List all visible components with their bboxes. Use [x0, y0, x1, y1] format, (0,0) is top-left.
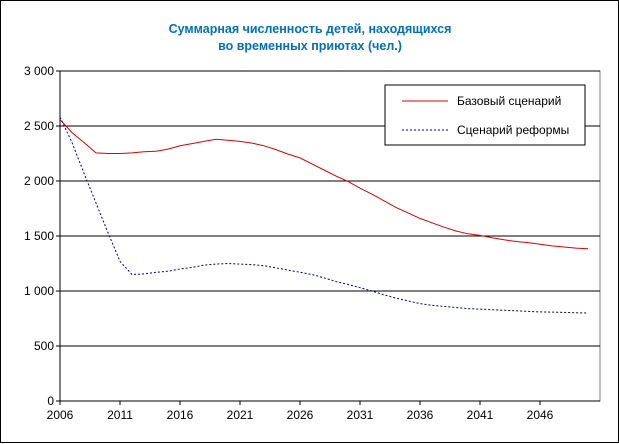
chart-title: Суммарная численность детей, находящихся — [169, 22, 452, 36]
y-tick-label: 1 500 — [24, 229, 54, 243]
y-tick-label: 0 — [47, 394, 54, 408]
y-tick-label: 2 500 — [24, 119, 54, 133]
x-tick-label: 2036 — [407, 408, 434, 422]
chart-subtitle: во временных приютах (чел.) — [218, 39, 402, 53]
y-tick-label: 500 — [34, 339, 54, 353]
series-line-reform — [59, 116, 589, 314]
legend-label-reform: Сценарий реформы — [457, 123, 569, 137]
legend-label-base: Базовый сценарий — [457, 94, 561, 108]
x-tick-label: 2026 — [287, 408, 314, 422]
x-tick-label: 2041 — [467, 408, 494, 422]
axes: 0 500 1 000 1 500 2 000 2 500 3 000 2006 2011 201… — [24, 64, 600, 422]
x-tick-label: 2031 — [347, 408, 374, 422]
x-tick-label: 2046 — [527, 408, 554, 422]
x-tick-label: 2021 — [227, 408, 254, 422]
x-tick-label: 2011 — [107, 408, 133, 422]
x-tick-label: 2016 — [167, 408, 194, 422]
y-tick-label: 2 000 — [24, 174, 54, 188]
legend: Базовый сценарий Сценарий реформы — [384, 84, 586, 146]
y-tick-label: 3 000 — [24, 64, 54, 78]
gridlines — [60, 70, 600, 347]
y-tick-label: 1 000 — [24, 284, 54, 298]
series-line-base — [59, 119, 589, 250]
series-lines — [59, 116, 589, 314]
x-tick-label: 2006 — [47, 408, 74, 422]
legend-box — [384, 84, 586, 146]
